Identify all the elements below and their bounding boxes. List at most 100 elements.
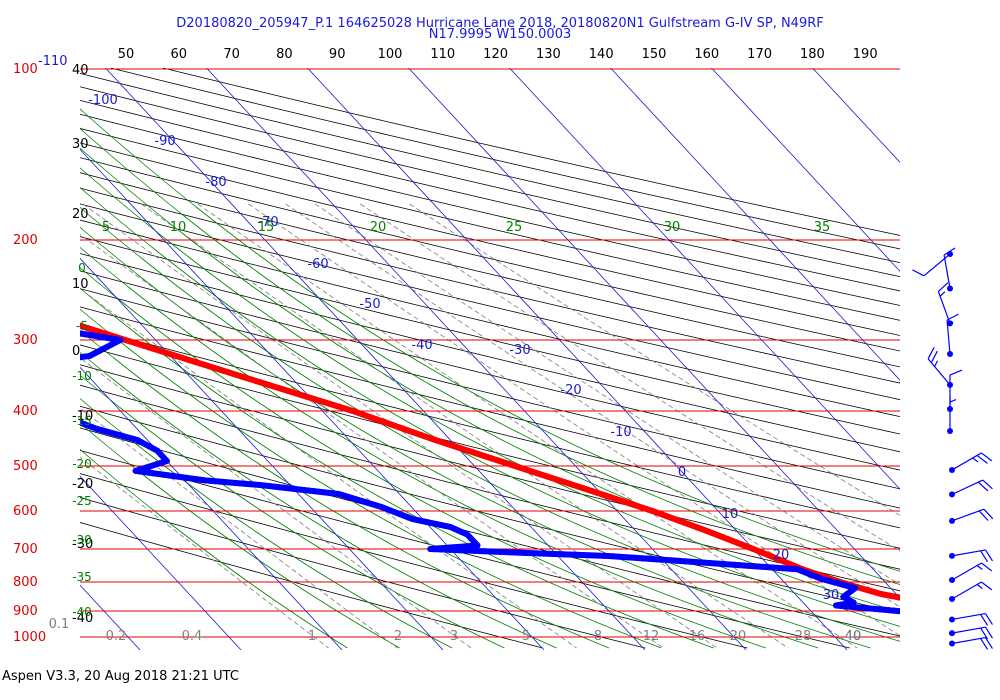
dewpoint-point — [378, 503, 385, 510]
left-axis-tick-label: 0 — [72, 344, 80, 359]
dewpoint-point — [45, 325, 51, 331]
dewpoint-point — [750, 563, 757, 570]
moist-adiabat-left-label: -10 — [72, 369, 92, 383]
barb-station-dot — [947, 285, 953, 292]
isotherm-label: 40 — [845, 629, 862, 644]
dewpoint-point — [918, 612, 924, 618]
mixing-ratio-line — [80, 288, 577, 649]
moist-adiabat-left-label: -5 — [76, 319, 88, 333]
dewpoint-point — [414, 517, 421, 524]
dewpoint-point — [959, 625, 965, 631]
mixing-ratio-label: 2 — [394, 629, 402, 644]
temperature-point — [349, 407, 356, 414]
dewpoint-point — [779, 565, 786, 572]
dewpoint-point — [316, 488, 323, 495]
dewpoint-point — [120, 433, 127, 440]
dewpoint-point — [516, 549, 523, 556]
dewpoint-point — [241, 480, 248, 487]
dry-adiabat-line — [80, 522, 543, 649]
temperature-point — [37, 310, 43, 316]
dewpoint-point — [42, 407, 48, 413]
isobars — [80, 68, 900, 638]
barb-feather — [927, 347, 935, 360]
dewpoint-point — [890, 607, 897, 614]
wind-barb-lower — [949, 549, 993, 563]
barb-feather — [984, 549, 993, 562]
dewpoint-line — [80, 330, 900, 615]
temperature-point — [285, 387, 292, 394]
isotherm-label: 30 — [823, 588, 840, 603]
isotherm-label: -80 — [205, 175, 226, 190]
dewpoint-point — [673, 557, 680, 564]
temperature-point — [141, 342, 148, 349]
pressure-extra-label: -110 — [38, 54, 68, 69]
temperature-point — [909, 597, 915, 603]
dewpoint-point — [281, 484, 288, 491]
dewpoint-point — [857, 604, 864, 611]
barb-staff — [951, 549, 986, 557]
left-axis-tick-label: 40 — [72, 63, 89, 78]
dewpoint-point — [396, 510, 403, 517]
top-axis-tick-label: 50 — [118, 47, 135, 62]
dewpoint-point — [575, 551, 582, 558]
dewpoint-point — [770, 564, 777, 571]
moist-adiabat-label: 10 — [170, 220, 187, 235]
left-axis-tick-label: -40 — [72, 611, 93, 626]
dewpoint-point — [207, 477, 214, 484]
dewpoint-point — [102, 428, 109, 435]
dewpoint-point — [211, 478, 218, 485]
dewpoint-point — [866, 605, 873, 612]
dry-adiabat-line — [80, 99, 900, 292]
dewpoint-point — [354, 496, 361, 503]
isotherm-line — [80, 475, 242, 650]
isotherm-line — [408, 68, 900, 599]
dewpoint-point — [605, 552, 612, 559]
temperature-point — [168, 351, 175, 358]
dewpoint-point — [33, 360, 39, 366]
top-axis-tick-label: 100 — [378, 47, 403, 62]
dry-adiabat-line — [80, 157, 900, 352]
isotherm-label: 0 — [678, 465, 686, 480]
moist-adiabat-left-label: -15 — [72, 414, 92, 428]
dewpoint-point — [595, 552, 602, 559]
dewpoint-point — [146, 469, 153, 476]
dewpoint-point — [169, 472, 176, 479]
moist-adiabat-line — [80, 206, 900, 642]
dewpoint-point — [995, 632, 1000, 638]
isotherm-line — [206, 68, 747, 650]
isotherm-line — [509, 68, 900, 490]
barb-station-dot — [949, 596, 955, 603]
temperature-point — [965, 624, 971, 630]
left-axis-tick-label: 30 — [72, 137, 89, 152]
top-axis-tick-label: 170 — [747, 47, 772, 62]
top-axis-tick-label: 120 — [483, 47, 508, 62]
isotherm-line — [307, 68, 848, 650]
dewpoint-point — [60, 413, 66, 419]
temperature-point — [956, 622, 962, 628]
temperature-point — [921, 613, 927, 619]
top-axis-tick-label: 160 — [694, 47, 719, 62]
dewpoint-point — [107, 429, 114, 436]
dewpoint-point — [330, 490, 337, 497]
dewpoint-point — [311, 488, 318, 495]
dewpoint-point — [423, 519, 430, 526]
wind-barb-lower — [949, 626, 993, 640]
dewpoint-point — [437, 521, 444, 528]
dewpoint-point — [59, 328, 65, 334]
temperature-point — [215, 366, 222, 373]
temperature-point — [427, 435, 434, 442]
top-axis-tick-label: 190 — [853, 47, 878, 62]
isotherm-line — [610, 68, 900, 381]
temperature-line — [80, 322, 900, 601]
temperature-point — [543, 473, 550, 480]
dewpoint-point — [531, 550, 538, 557]
temperature-point — [18, 304, 24, 310]
dewpoint-point — [15, 321, 21, 327]
temperature-point — [917, 599, 923, 605]
dewpoint-point — [726, 561, 733, 568]
temperature-point — [626, 500, 633, 507]
mixing-ratio-line — [409, 203, 900, 516]
temperature-point — [335, 403, 342, 410]
dewpoint-point — [35, 324, 41, 330]
dewpoint-point — [784, 565, 791, 572]
